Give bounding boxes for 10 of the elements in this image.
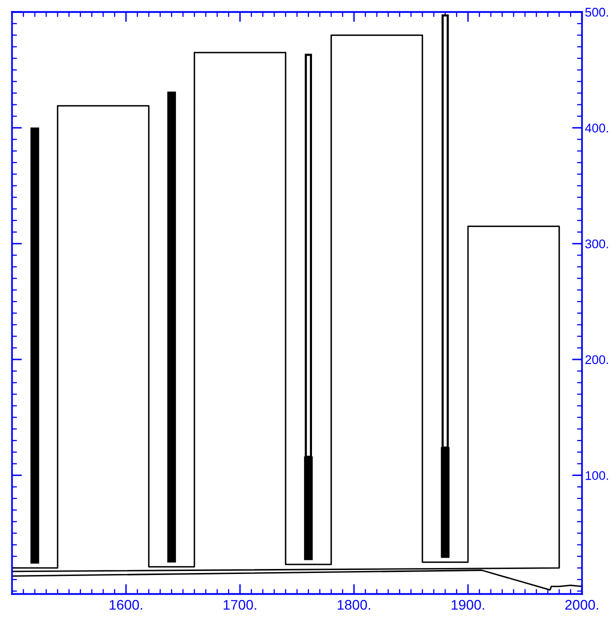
y-tick-label: 400.: [585, 124, 608, 132]
x-tick-label: 1700.: [224, 600, 256, 610]
x-tick-label: 1600.: [110, 600, 142, 610]
y-tick-label: 100.: [586, 471, 608, 480]
x-tick-label: 1800.: [338, 600, 370, 610]
x-tick-label: 1900.: [452, 600, 484, 610]
y-tick-label: 300.: [585, 239, 608, 248]
y-tick-label: 500.: [585, 8, 608, 17]
y-tick-label: 200.: [585, 355, 608, 364]
x-tick-label: 2000.: [565, 600, 598, 610]
